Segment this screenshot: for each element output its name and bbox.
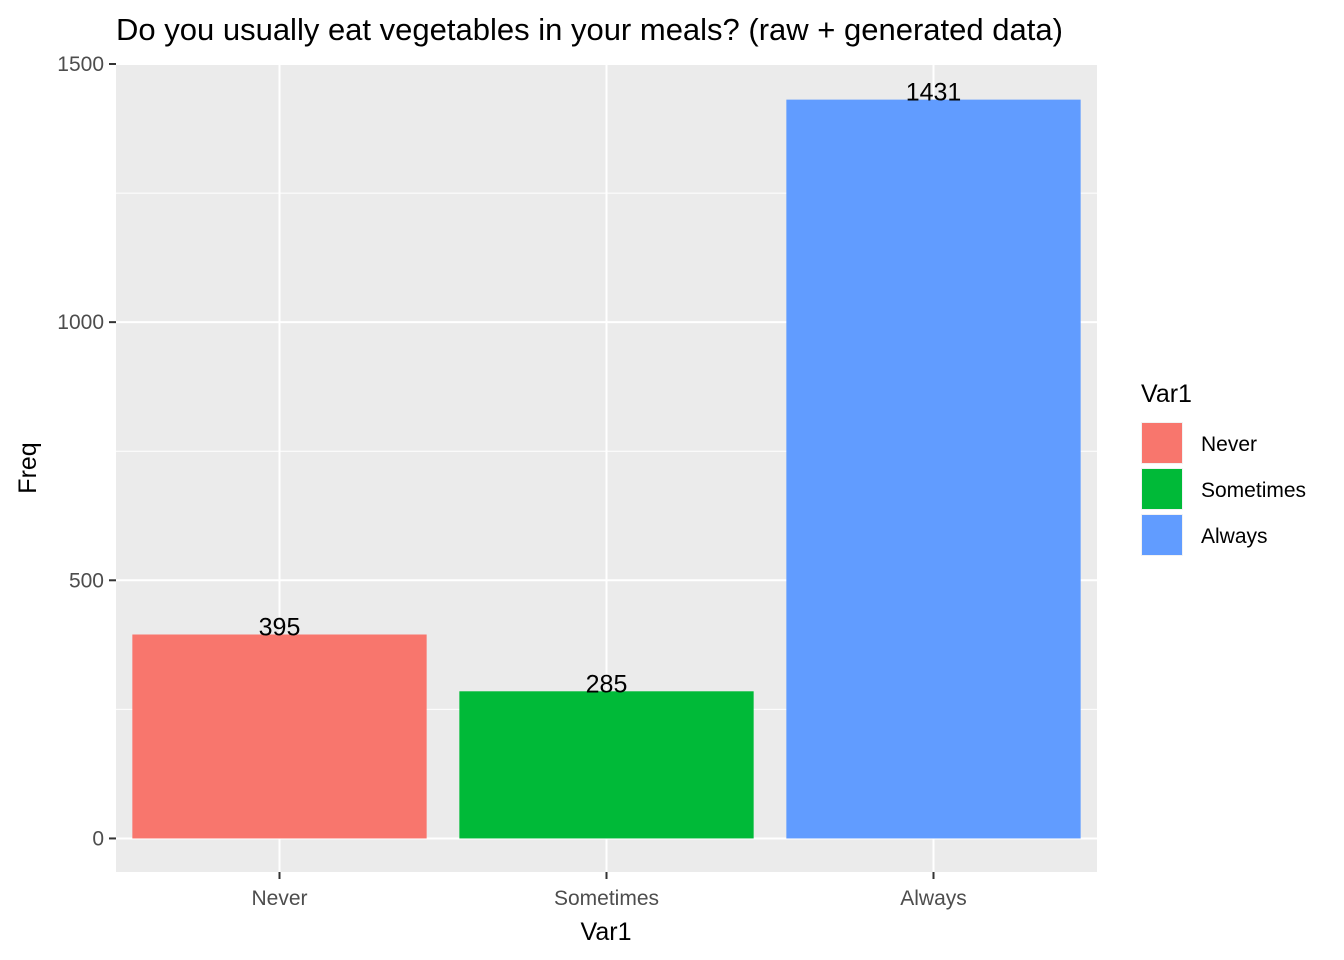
y-tick-label: 0 — [92, 827, 104, 850]
y-axis-title: Freq — [14, 442, 42, 493]
y-tick-label: 1500 — [57, 53, 104, 76]
data-labels-group: 395 285 1431 — [259, 79, 962, 699]
legend-swatch-always — [1142, 515, 1182, 555]
legend-label-never: Never — [1201, 433, 1257, 456]
legend-swatch-never — [1142, 423, 1182, 463]
y-tick-label: 500 — [69, 569, 104, 592]
x-tick-label: Never — [251, 887, 307, 910]
y-axis: 0 500 1000 1500 — [57, 53, 116, 850]
legend-label-sometimes: Sometimes — [1201, 479, 1306, 502]
legend: Var1 Never Sometimes Always — [1141, 380, 1306, 556]
bar-sometimes — [459, 691, 754, 839]
bars-group — [132, 99, 1081, 839]
legend-swatch-sometimes — [1142, 469, 1182, 509]
chart-title: Do you usually eat vegetables in your me… — [116, 12, 1063, 47]
data-label-always: 1431 — [906, 79, 962, 107]
bar-never — [132, 634, 427, 839]
x-tick-label: Always — [900, 887, 967, 910]
y-tick-label: 1000 — [57, 311, 104, 334]
x-axis-title: Var1 — [581, 918, 632, 946]
data-label-never: 395 — [259, 614, 301, 642]
x-tick-label: Sometimes — [554, 887, 659, 910]
bar-always — [786, 99, 1081, 839]
x-axis: Never Sometimes Always — [251, 872, 967, 910]
data-label-sometimes: 285 — [586, 670, 628, 698]
legend-label-always: Always — [1201, 525, 1268, 548]
legend-title: Var1 — [1141, 380, 1192, 408]
